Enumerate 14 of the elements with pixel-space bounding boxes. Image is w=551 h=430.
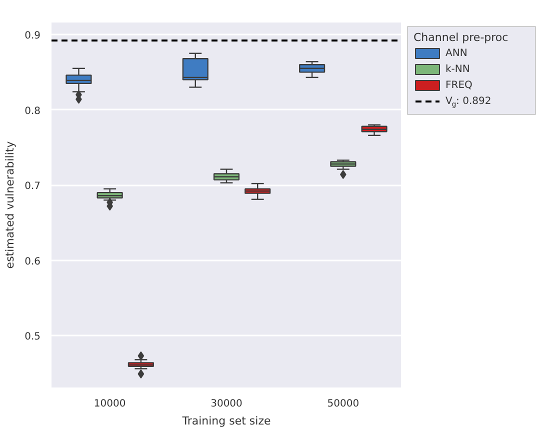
x-tick-label: 30000 [210, 398, 242, 410]
legend-label: ANN [446, 48, 468, 59]
y-axis-title: estimated vulnerability [4, 140, 17, 269]
y-tick-label: 0.8 [24, 106, 41, 117]
y-tick-label: 0.5 [24, 332, 41, 343]
legend-title: Channel pre-proc [414, 31, 508, 44]
x-tick-label: 50000 [327, 398, 360, 410]
x-tick-label: 10000 [94, 398, 126, 410]
y-tick-label: 0.7 [24, 181, 41, 192]
x-axis-title: Training set size [181, 414, 271, 428]
y-tick-label: 0.6 [24, 256, 41, 268]
y-tick-label: 0.9 [24, 30, 41, 42]
legend-label: FREQ [446, 80, 473, 91]
legend-label: k-NN [446, 64, 470, 75]
